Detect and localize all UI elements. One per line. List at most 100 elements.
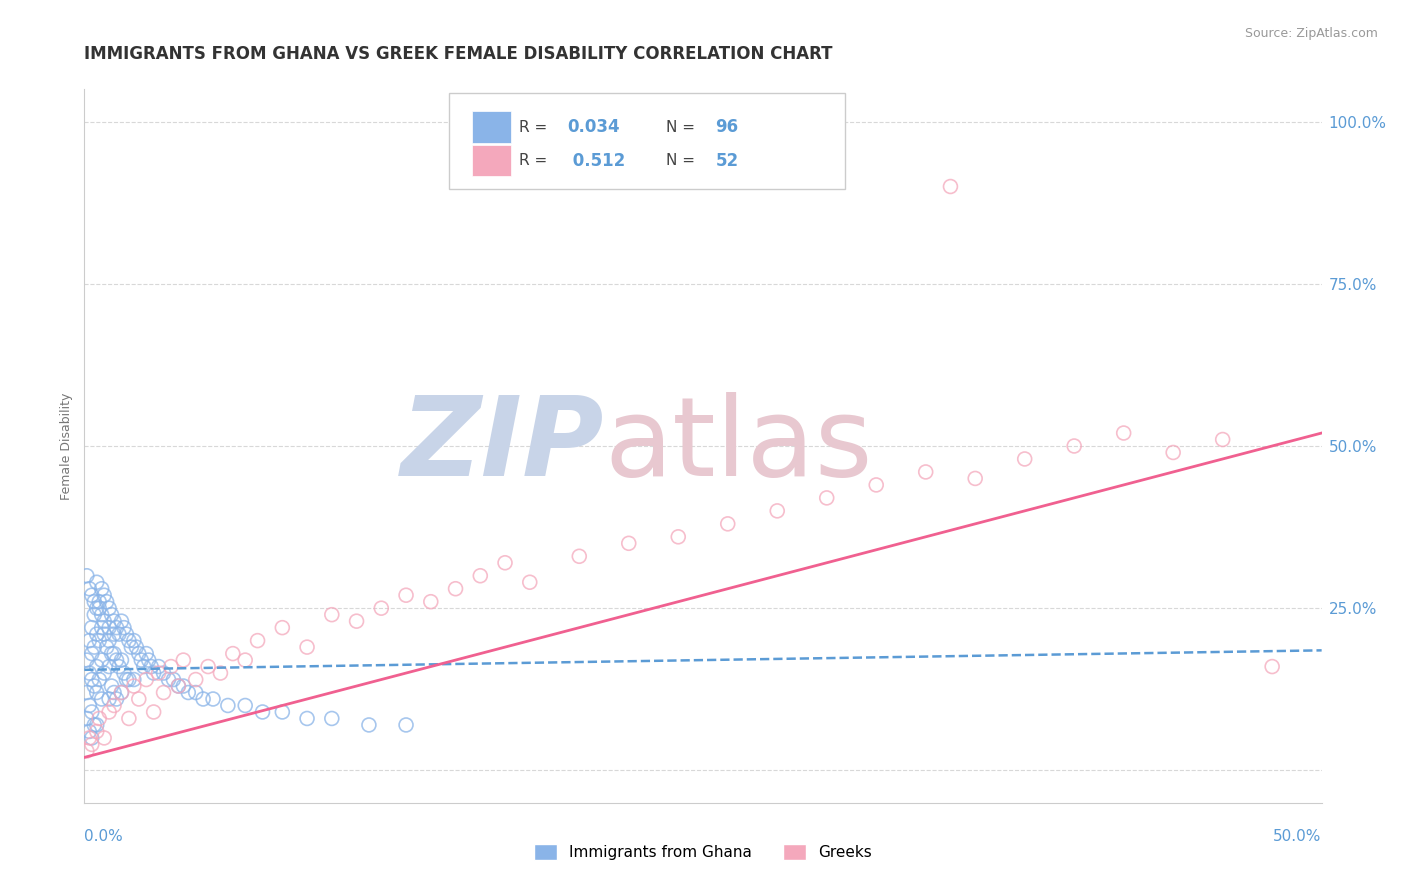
Point bbox=[110, 685, 132, 699]
Point bbox=[120, 640, 142, 654]
Point bbox=[865, 478, 887, 492]
Point bbox=[252, 705, 274, 719]
Point bbox=[122, 633, 145, 648]
Point bbox=[83, 607, 105, 622]
Point bbox=[90, 653, 112, 667]
Point bbox=[80, 621, 103, 635]
Point bbox=[666, 530, 689, 544]
Point bbox=[321, 607, 343, 622]
Point bbox=[86, 659, 108, 673]
Point bbox=[76, 711, 98, 725]
Point bbox=[83, 718, 105, 732]
Point bbox=[271, 621, 294, 635]
Point bbox=[125, 640, 148, 654]
Point bbox=[98, 659, 121, 673]
Text: 96: 96 bbox=[716, 118, 738, 136]
Point bbox=[135, 647, 157, 661]
Point bbox=[89, 633, 111, 648]
Text: Source: ZipAtlas.com: Source: ZipAtlas.com bbox=[1244, 27, 1378, 40]
Point bbox=[148, 666, 170, 681]
Point bbox=[103, 627, 125, 641]
Text: 50.0%: 50.0% bbox=[1274, 829, 1322, 844]
Point bbox=[965, 471, 987, 485]
FancyBboxPatch shape bbox=[471, 112, 512, 143]
Point bbox=[197, 659, 219, 673]
Point bbox=[89, 673, 111, 687]
Point bbox=[346, 614, 368, 628]
Point bbox=[209, 666, 232, 681]
Point bbox=[118, 711, 141, 725]
Point bbox=[115, 673, 138, 687]
Point bbox=[103, 614, 125, 628]
Point bbox=[184, 673, 207, 687]
Point bbox=[89, 601, 111, 615]
Point bbox=[76, 744, 98, 758]
Point bbox=[172, 679, 194, 693]
Point bbox=[110, 653, 132, 667]
Point bbox=[177, 685, 200, 699]
Point bbox=[86, 685, 108, 699]
Point bbox=[419, 595, 441, 609]
Point bbox=[172, 653, 194, 667]
Point bbox=[79, 724, 101, 739]
Point bbox=[112, 666, 135, 681]
Point bbox=[766, 504, 789, 518]
Point bbox=[93, 588, 115, 602]
Point bbox=[118, 673, 141, 687]
Point bbox=[89, 595, 111, 609]
Point bbox=[717, 516, 740, 531]
Point bbox=[98, 633, 121, 648]
Point bbox=[103, 647, 125, 661]
Text: R =: R = bbox=[519, 120, 551, 135]
Point bbox=[142, 666, 165, 681]
Point bbox=[98, 705, 121, 719]
Point bbox=[138, 653, 160, 667]
Text: 0.512: 0.512 bbox=[567, 152, 626, 169]
Point bbox=[444, 582, 467, 596]
Text: 0.034: 0.034 bbox=[567, 118, 620, 136]
Point bbox=[100, 679, 122, 693]
Point bbox=[222, 647, 245, 661]
Point bbox=[80, 588, 103, 602]
Point bbox=[86, 575, 108, 590]
Point bbox=[110, 614, 132, 628]
Point bbox=[160, 659, 183, 673]
Text: R =: R = bbox=[519, 153, 551, 168]
Text: N =: N = bbox=[666, 153, 700, 168]
Point bbox=[98, 601, 121, 615]
Point bbox=[246, 633, 269, 648]
Point bbox=[142, 705, 165, 719]
Point bbox=[271, 705, 294, 719]
Point bbox=[914, 465, 936, 479]
Point bbox=[93, 614, 115, 628]
Point bbox=[132, 659, 155, 673]
Point bbox=[128, 692, 150, 706]
Text: IMMIGRANTS FROM GHANA VS GREEK FEMALE DISABILITY CORRELATION CHART: IMMIGRANTS FROM GHANA VS GREEK FEMALE DI… bbox=[84, 45, 832, 62]
Point bbox=[86, 627, 108, 641]
Point bbox=[152, 666, 174, 681]
Point bbox=[80, 673, 103, 687]
Y-axis label: Female Disability: Female Disability bbox=[60, 392, 73, 500]
Point bbox=[1063, 439, 1085, 453]
Point bbox=[89, 711, 111, 725]
Point bbox=[112, 621, 135, 635]
Point bbox=[90, 621, 112, 635]
Point bbox=[617, 536, 640, 550]
Point bbox=[80, 705, 103, 719]
Point bbox=[76, 685, 98, 699]
Point bbox=[1261, 659, 1284, 673]
Point bbox=[83, 595, 105, 609]
Point bbox=[118, 633, 141, 648]
Point bbox=[110, 685, 132, 699]
Point bbox=[128, 647, 150, 661]
Point bbox=[79, 582, 101, 596]
Point bbox=[105, 621, 128, 635]
Point bbox=[108, 659, 131, 673]
Point bbox=[93, 666, 115, 681]
Point bbox=[122, 673, 145, 687]
Text: N =: N = bbox=[666, 120, 700, 135]
Point bbox=[494, 556, 516, 570]
Point bbox=[129, 653, 152, 667]
Point bbox=[93, 731, 115, 745]
Point bbox=[103, 698, 125, 713]
